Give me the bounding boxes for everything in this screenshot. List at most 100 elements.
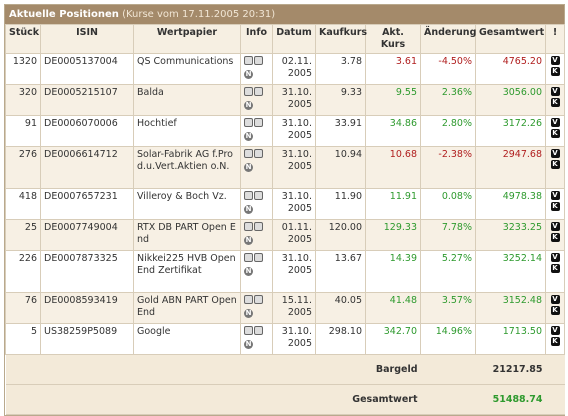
action-icon[interactable]: K (550, 306, 560, 315)
change: -4.50% (420, 53, 476, 85)
column-header: Akt. Kurs (365, 24, 421, 54)
action-icon[interactable]: K (550, 129, 560, 138)
chart-icon[interactable] (254, 118, 263, 127)
isin: US38259P5089 (40, 323, 134, 355)
date: 31.10. 2005 (272, 323, 316, 355)
list-icon[interactable] (244, 295, 253, 304)
chart-icon[interactable] (254, 149, 263, 158)
action-icon[interactable]: K (550, 98, 560, 107)
action-icon[interactable]: K (550, 337, 560, 346)
list-icon[interactable] (244, 222, 253, 231)
action-icon[interactable]: V (550, 253, 560, 262)
info-icons: N (240, 84, 273, 116)
chart-icon[interactable] (254, 87, 263, 96)
news-icon[interactable]: N (244, 236, 253, 245)
total-label: Gesamtwert (5, 384, 421, 415)
news-icon[interactable]: N (244, 340, 253, 349)
security-name: Hochtief (133, 115, 241, 147)
action-icon[interactable]: V (550, 149, 560, 158)
current-price: 342.70 (365, 323, 421, 355)
action-icon[interactable]: V (550, 87, 560, 96)
panel-header: Aktuelle Positionen (Kurse vom 17.11.200… (5, 5, 564, 24)
list-icon[interactable] (244, 118, 253, 127)
position-row: 5 US38259P5089 Google N 31.10. 2005 298.10 342… (5, 323, 565, 355)
date: 31.10. 2005 (272, 146, 316, 189)
news-icon[interactable]: N (244, 101, 253, 110)
page: Aktuelle Positionen (Kurse vom 17.11.200… (4, 4, 565, 416)
chart-icon[interactable] (254, 253, 263, 262)
current-price: 11.91 (365, 188, 421, 220)
chart-icon[interactable] (254, 56, 263, 65)
isin: DE0007873325 (40, 250, 134, 293)
current-price: 10.68 (365, 146, 421, 189)
purchase-price: 298.10 (315, 323, 366, 355)
action-icon[interactable]: V (550, 326, 560, 335)
positions-table: Stück ISIN Wertpapier Info Datum Kaufkurs Akt.… (5, 24, 565, 415)
current-price: 3.61 (365, 53, 421, 85)
total-value: 4978.38 (475, 188, 546, 220)
date: 02.11. 2005 (272, 53, 316, 85)
position-row: 418 DE0007657231 Villeroy & Boch Vz. N 31.10… (5, 188, 565, 220)
position-row: 91 DE0006070006 Hochtief N 31.10. 2005 33.91 3… (5, 115, 565, 147)
news-icon[interactable]: N (244, 309, 253, 318)
purchase-price: 40.05 (315, 292, 366, 324)
total-value: 3252.14 (475, 250, 546, 293)
action-icon[interactable]: V (550, 191, 560, 200)
chart-icon[interactable] (254, 326, 263, 335)
current-price: 14.39 (365, 250, 421, 293)
action-icon[interactable]: V (550, 222, 560, 231)
date: 31.10. 2005 (272, 115, 316, 147)
chart-icon[interactable] (254, 222, 263, 231)
column-header: Änderung (420, 24, 476, 54)
news-icon[interactable]: N (244, 70, 253, 79)
total-value: 3056.00 (475, 84, 546, 116)
quantity: 5 (5, 323, 41, 355)
position-row: 76 DE0008593419 Gold ABN PART Open End N 15.… (5, 292, 565, 324)
list-icon[interactable] (244, 326, 253, 335)
news-icon[interactable]: N (244, 267, 253, 276)
list-icon[interactable] (244, 253, 253, 262)
action-icon[interactable]: V (550, 56, 560, 65)
chart-icon[interactable] (254, 191, 263, 200)
action-icon[interactable]: K (550, 160, 560, 169)
chart-icon[interactable] (254, 295, 263, 304)
quantity: 25 (5, 219, 41, 251)
column-header: ISIN (40, 24, 134, 54)
position-row: 276 DE0006614712 Solar-Fabrik AG f.Prod.u.… (5, 146, 565, 189)
list-icon[interactable] (244, 56, 253, 65)
total-value: 51488.74 (420, 384, 546, 415)
current-price: 9.55 (365, 84, 421, 116)
change: 2.36% (420, 84, 476, 116)
news-icon[interactable]: N (244, 132, 253, 141)
total-row: Gesamtwert 51488.74 (5, 384, 565, 415)
action-icon[interactable]: V (550, 295, 560, 304)
news-icon[interactable]: N (244, 163, 253, 172)
column-header: Datum (272, 24, 316, 54)
change: 0.08% (420, 188, 476, 220)
column-header: Wertpapier (133, 24, 241, 54)
security-name: Gold ABN PART Open End (133, 292, 241, 324)
column-header: Kaufkurs (315, 24, 367, 54)
isin: DE0006614712 (40, 146, 134, 189)
change: 7.78% (420, 219, 476, 251)
change: 5.27% (420, 250, 476, 293)
date: 01.11. 2005 (272, 219, 316, 251)
total-label: Bargeld (5, 354, 421, 385)
action-icon[interactable]: K (550, 264, 560, 273)
security-name: Balda (133, 84, 241, 116)
list-icon[interactable] (244, 87, 253, 96)
action-icon[interactable]: K (550, 233, 560, 242)
isin: DE0008593419 (40, 292, 134, 324)
list-icon[interactable] (244, 149, 253, 158)
position-row: 320 DE0005215107 Balda N 31.10. 2005 9.33 9.55… (5, 84, 565, 116)
news-icon[interactable]: N (244, 205, 253, 214)
action-icon[interactable]: K (550, 67, 560, 76)
action-icon[interactable]: K (550, 202, 560, 211)
total-spacer (545, 354, 565, 385)
action-icon[interactable]: V (550, 118, 560, 127)
list-icon[interactable] (244, 191, 253, 200)
isin: DE0007657231 (40, 188, 134, 220)
